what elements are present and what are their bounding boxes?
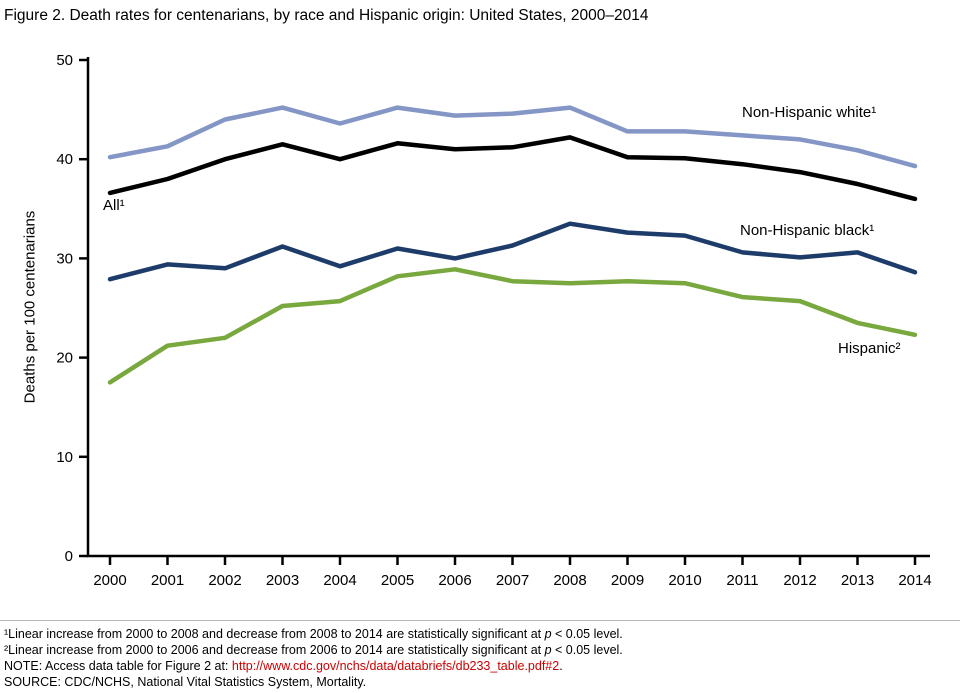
- y-tick-label: 40: [56, 151, 73, 168]
- x-tick-label: 2005: [381, 572, 414, 589]
- footnote-2: ²Linear increase from 2000 to 2006 and d…: [4, 642, 623, 658]
- series-line-non-hispanic-white: [107, 105, 918, 169]
- x-tick-label: 2007: [496, 572, 529, 589]
- x-tick-label: 2003: [266, 572, 299, 589]
- footnote-1-text: ¹Linear increase from 2000 to 2008 and d…: [4, 627, 545, 641]
- series-line-hispanic: [107, 267, 918, 385]
- figure-title: Figure 2. Death rates for centenarians, …: [4, 7, 649, 24]
- series-label-hispanic: Hispanic²: [838, 340, 901, 357]
- x-tick-label: 2000: [93, 572, 126, 589]
- note-tail: .: [559, 659, 563, 673]
- x-tick-label: 2012: [783, 572, 816, 589]
- chart-area: 0 10 20 30 40 50 2000 2001 2002 2003 2004 2005 2006 2…: [21, 52, 932, 589]
- footnote-note: NOTE: Access data table for Figure 2 at:…: [4, 658, 623, 674]
- footnote-source: SOURCE: CDC/NCHS, National Vital Statist…: [4, 675, 367, 689]
- footnote-1: ¹Linear increase from 2000 to 2008 and d…: [4, 626, 623, 642]
- plot-area: 0 10 20 30 40 50 2000 2001 2002 2003 2004 2005 2006 2…: [56, 52, 931, 589]
- footnote-2-text: ²Linear increase from 2000 to 2006 and d…: [4, 643, 545, 657]
- x-tick-label: 2014: [898, 572, 931, 589]
- series-label-non-hispanic-black: Non-Hispanic black¹: [740, 222, 875, 239]
- footnote-2-p: p: [544, 643, 552, 657]
- x-tick-label: 2002: [208, 572, 241, 589]
- series-line-non-hispanic-black: [107, 221, 918, 282]
- footnote-1-tail: < 0.05 level.: [551, 627, 623, 641]
- series-line-all: [107, 135, 918, 202]
- x-tick-label: 2004: [323, 572, 356, 589]
- y-tick-label: 0: [65, 548, 73, 565]
- series-label-non-hispanic-white: Non-Hispanic white¹: [742, 104, 877, 121]
- y-tick-label: 20: [56, 350, 73, 367]
- series-label-all: All¹: [103, 197, 125, 214]
- note-text: NOTE: Access data table for Figure 2 at:: [4, 659, 232, 673]
- x-tick-label: 2011: [726, 572, 758, 589]
- footnotes: ¹Linear increase from 2000 to 2008 and d…: [4, 626, 623, 690]
- x-tick-label: 2010: [668, 572, 701, 589]
- x-tick-label: 2009: [611, 572, 644, 589]
- footnote-divider: [0, 620, 960, 621]
- y-tick-label: 50: [56, 52, 73, 69]
- data-table-link[interactable]: http://www.cdc.gov/nchs/data/databriefs/…: [231, 659, 560, 673]
- footnote-2-tail: < 0.05 level.: [551, 643, 623, 657]
- footnote-1-p: p: [544, 627, 552, 641]
- x-tick-label: 2013: [841, 572, 874, 589]
- x-tick-label: 2008: [553, 572, 586, 589]
- y-tick-label: 10: [56, 449, 73, 466]
- x-tick-label: 2006: [438, 572, 471, 589]
- y-axis-title: Deaths per 100 centenarians: [21, 210, 39, 404]
- y-tick-label: 30: [56, 250, 73, 267]
- x-tick-label: 2001: [151, 572, 184, 589]
